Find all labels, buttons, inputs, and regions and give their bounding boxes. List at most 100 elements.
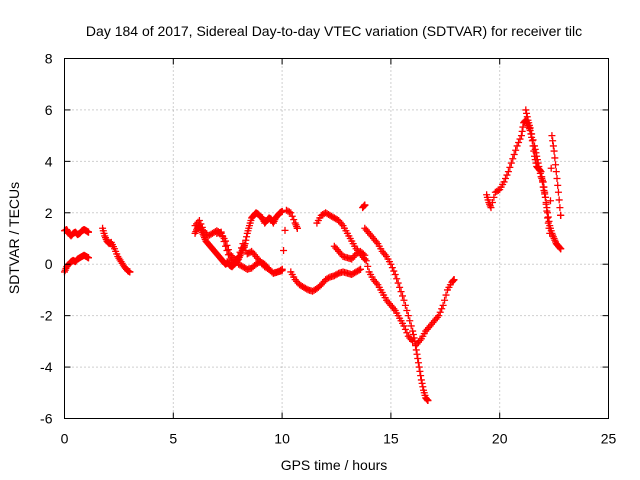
series-seg-g	[361, 224, 432, 404]
data-point	[400, 296, 408, 304]
x-tick-label: 5	[169, 431, 177, 447]
series-seg-a-lower	[61, 251, 92, 276]
grid	[64, 58, 609, 419]
data-point	[517, 132, 525, 140]
data-point	[407, 322, 415, 330]
y-tick-labels: -6 -4 -2 0 2 4 6 8	[40, 51, 53, 427]
data-point	[361, 251, 369, 259]
data-point	[545, 217, 553, 225]
data-point	[285, 208, 293, 216]
data-point	[364, 262, 372, 270]
data-point	[224, 251, 232, 259]
data-point	[390, 267, 398, 275]
y-axis-label: SDTVAR / TECUs	[6, 182, 22, 294]
data-point	[387, 260, 395, 268]
data-point	[198, 223, 206, 231]
data-point	[488, 199, 496, 206]
data-point	[540, 183, 548, 191]
data-point	[554, 181, 562, 189]
data-point	[529, 136, 537, 144]
data-point	[422, 395, 430, 403]
data-point	[288, 212, 296, 220]
series-seg-c-3	[213, 206, 301, 277]
data-point	[281, 226, 289, 234]
data-point	[223, 247, 231, 254]
data-point	[552, 161, 560, 169]
data-points	[61, 106, 565, 404]
y-tick-label: 0	[45, 256, 53, 272]
data-point	[84, 228, 92, 236]
data-point	[396, 283, 404, 291]
data-point	[222, 242, 230, 250]
data-point	[197, 220, 205, 228]
series-seg-h	[413, 276, 458, 348]
data-point	[544, 214, 552, 222]
data-point	[507, 159, 515, 167]
data-point	[552, 168, 560, 176]
plot-frame	[64, 58, 609, 419]
chart-title: Day 184 of 2017, Sidereal Day-to-day VTE…	[86, 23, 582, 39]
data-point	[523, 109, 531, 117]
data-point	[403, 307, 411, 314]
series-seg-a-upper	[61, 226, 92, 240]
y-tick-label: 6	[45, 102, 53, 118]
data-point	[538, 175, 546, 182]
data-point	[536, 169, 544, 177]
data-point	[550, 147, 558, 155]
y-tick-label: -2	[40, 308, 53, 324]
data-point	[362, 257, 370, 265]
data-point	[546, 229, 554, 237]
series-seg-d	[287, 265, 364, 295]
data-point	[502, 175, 510, 182]
data-point	[535, 163, 543, 170]
y-tick-label: 8	[45, 51, 53, 67]
data-point	[531, 145, 539, 153]
data-point	[126, 268, 134, 276]
x-tick-label: 15	[383, 431, 399, 447]
data-point	[355, 266, 363, 274]
data-point	[243, 233, 251, 241]
data-point	[449, 277, 457, 284]
data-point	[539, 178, 547, 186]
series-seg-k	[522, 106, 565, 237]
series-seg-c-2	[191, 217, 286, 277]
data-point	[219, 233, 227, 241]
data-point	[441, 296, 449, 304]
data-point	[280, 247, 288, 254]
data-point	[410, 334, 418, 342]
data-point	[436, 308, 444, 316]
data-point	[393, 275, 401, 283]
data-point	[555, 196, 563, 204]
data-point	[359, 250, 367, 258]
data-point	[419, 383, 427, 391]
data-point	[512, 146, 520, 154]
data-point	[417, 376, 425, 384]
data-point	[412, 346, 420, 354]
x-tick-label: 0	[61, 431, 69, 447]
y-tick-label: 4	[45, 153, 53, 169]
data-point	[397, 288, 405, 296]
data-point	[513, 142, 521, 150]
data-point	[404, 312, 412, 320]
data-point	[414, 355, 422, 362]
x-tick-labels: 0 5 10 15 20 25	[61, 431, 617, 447]
data-point	[538, 176, 546, 184]
data-point	[547, 164, 555, 172]
data-point	[388, 264, 396, 272]
data-point	[533, 156, 541, 164]
data-point	[406, 317, 414, 325]
series-seg-f	[330, 242, 417, 345]
data-point	[556, 204, 564, 212]
data-point	[531, 142, 539, 150]
data-point	[533, 152, 541, 160]
y-tick-label: -6	[40, 411, 53, 427]
data-point	[534, 159, 542, 167]
data-point	[503, 171, 511, 179]
data-point	[490, 193, 498, 201]
data-point	[278, 267, 286, 275]
data-point	[504, 168, 512, 176]
data-point	[399, 292, 407, 300]
data-point	[439, 301, 447, 309]
data-point	[235, 253, 243, 260]
